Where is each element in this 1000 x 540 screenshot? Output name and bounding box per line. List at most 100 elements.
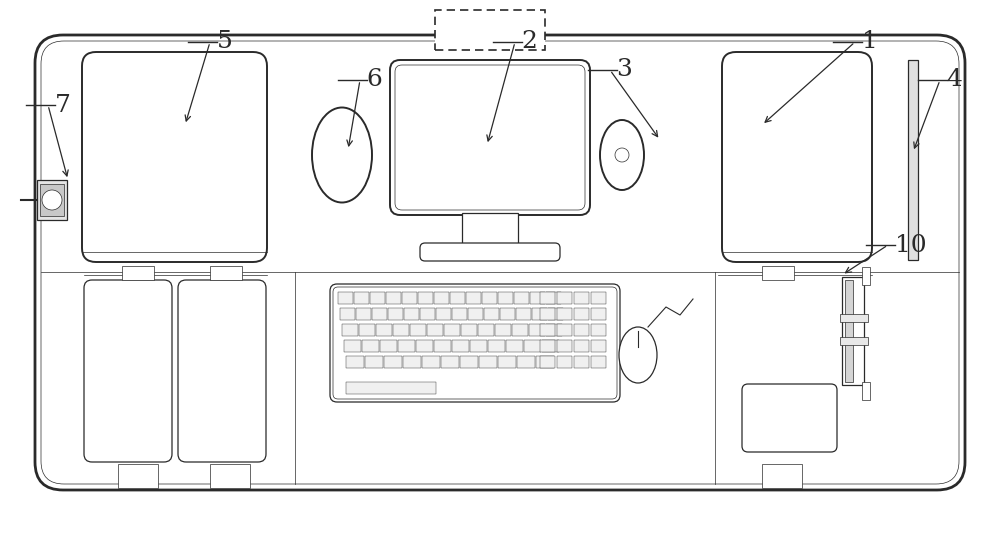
Bar bbox=[384, 356, 402, 368]
Bar bbox=[516, 308, 531, 320]
Bar bbox=[346, 382, 436, 394]
Bar bbox=[118, 464, 158, 488]
Bar bbox=[842, 277, 864, 385]
FancyBboxPatch shape bbox=[178, 280, 266, 462]
Bar bbox=[574, 292, 589, 304]
FancyBboxPatch shape bbox=[722, 52, 872, 262]
Bar bbox=[466, 292, 481, 304]
FancyBboxPatch shape bbox=[333, 287, 617, 399]
Bar bbox=[210, 266, 242, 280]
Bar bbox=[524, 340, 541, 352]
Bar bbox=[529, 324, 545, 336]
Bar bbox=[488, 340, 505, 352]
Bar bbox=[500, 308, 515, 320]
Bar bbox=[908, 60, 918, 260]
Bar bbox=[435, 10, 545, 50]
Bar bbox=[470, 340, 487, 352]
Bar bbox=[574, 340, 589, 352]
Ellipse shape bbox=[619, 327, 657, 383]
Bar bbox=[532, 308, 547, 320]
Bar bbox=[574, 324, 589, 336]
Ellipse shape bbox=[600, 120, 644, 190]
Bar bbox=[410, 324, 426, 336]
Text: 2: 2 bbox=[522, 30, 537, 53]
Bar bbox=[591, 308, 606, 320]
Bar bbox=[342, 324, 358, 336]
Bar bbox=[372, 308, 387, 320]
Bar bbox=[452, 308, 467, 320]
Bar bbox=[512, 324, 528, 336]
Bar bbox=[862, 382, 870, 400]
Text: 7: 7 bbox=[55, 93, 70, 117]
Bar bbox=[762, 464, 802, 488]
Bar bbox=[416, 340, 433, 352]
FancyBboxPatch shape bbox=[84, 280, 172, 462]
Bar bbox=[420, 308, 435, 320]
Bar bbox=[517, 356, 535, 368]
Bar bbox=[574, 308, 589, 320]
Bar bbox=[478, 324, 494, 336]
Bar bbox=[450, 292, 465, 304]
Bar bbox=[340, 308, 355, 320]
Bar bbox=[536, 356, 554, 368]
Bar bbox=[122, 266, 154, 280]
Circle shape bbox=[615, 148, 629, 162]
Circle shape bbox=[42, 190, 62, 210]
Bar bbox=[434, 340, 451, 352]
Bar bbox=[540, 292, 555, 304]
Text: 5: 5 bbox=[217, 30, 232, 53]
Bar bbox=[495, 324, 511, 336]
Bar bbox=[574, 356, 589, 368]
Bar bbox=[354, 292, 369, 304]
FancyBboxPatch shape bbox=[395, 65, 585, 210]
FancyBboxPatch shape bbox=[82, 52, 267, 262]
Bar bbox=[362, 340, 379, 352]
Bar bbox=[403, 356, 421, 368]
Bar bbox=[557, 292, 572, 304]
Bar bbox=[546, 324, 562, 336]
Bar bbox=[482, 292, 497, 304]
Bar bbox=[404, 308, 419, 320]
Bar bbox=[37, 180, 67, 220]
Bar bbox=[346, 356, 364, 368]
Bar bbox=[845, 280, 853, 382]
Bar bbox=[542, 340, 559, 352]
Bar bbox=[434, 292, 449, 304]
Bar bbox=[540, 308, 555, 320]
Text: 10: 10 bbox=[895, 233, 926, 256]
FancyBboxPatch shape bbox=[390, 60, 590, 215]
Bar bbox=[462, 213, 518, 247]
Bar bbox=[427, 324, 443, 336]
Text: 1: 1 bbox=[862, 30, 877, 53]
Bar bbox=[506, 340, 523, 352]
Bar bbox=[591, 340, 606, 352]
Bar bbox=[557, 308, 572, 320]
Bar bbox=[338, 292, 353, 304]
Bar bbox=[468, 308, 483, 320]
Bar bbox=[540, 340, 555, 352]
Bar bbox=[461, 324, 477, 336]
Bar bbox=[436, 308, 451, 320]
FancyBboxPatch shape bbox=[35, 35, 965, 490]
Bar bbox=[380, 340, 397, 352]
Bar bbox=[422, 356, 440, 368]
Bar bbox=[344, 340, 361, 352]
Bar bbox=[452, 340, 469, 352]
Bar bbox=[762, 266, 794, 280]
FancyBboxPatch shape bbox=[330, 284, 620, 402]
Text: 4: 4 bbox=[947, 69, 962, 91]
FancyBboxPatch shape bbox=[742, 384, 837, 452]
Bar bbox=[365, 356, 383, 368]
Bar bbox=[484, 308, 499, 320]
Bar bbox=[557, 324, 572, 336]
Bar bbox=[540, 356, 555, 368]
Bar bbox=[444, 324, 460, 336]
Bar bbox=[548, 308, 563, 320]
Text: 6: 6 bbox=[367, 69, 382, 91]
Text: 3: 3 bbox=[617, 58, 632, 82]
Bar bbox=[840, 314, 868, 322]
Bar bbox=[591, 324, 606, 336]
Bar bbox=[498, 356, 516, 368]
Bar bbox=[546, 292, 561, 304]
Bar bbox=[418, 292, 433, 304]
